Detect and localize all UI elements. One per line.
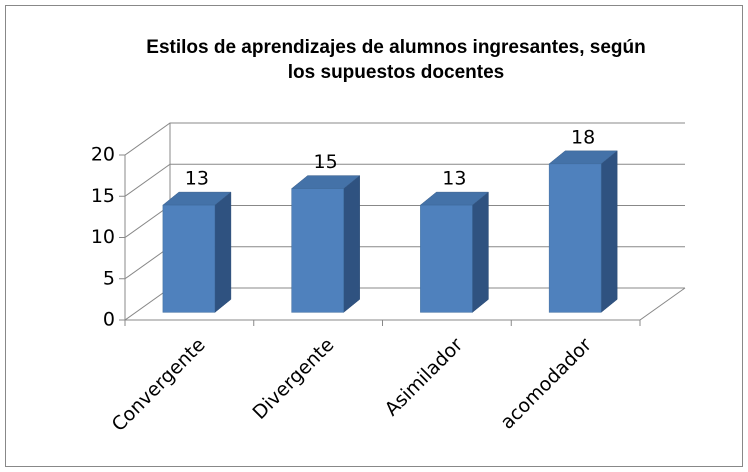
bar [290, 175, 361, 313]
value-label: 18 [571, 126, 595, 148]
y-tick-label: 20 [91, 144, 115, 166]
grid-line [124, 163, 685, 197]
value-label: 15 [314, 151, 338, 173]
bar-front [548, 163, 602, 313]
bar-side [472, 191, 489, 313]
bar [419, 191, 490, 313]
bar [548, 150, 618, 313]
bar-front [420, 204, 473, 313]
y-tick-label: 0 [103, 309, 115, 331]
y-tick-label: 15 [91, 185, 115, 207]
grid-line [124, 122, 685, 156]
bar-side [600, 150, 618, 313]
bar-front [162, 204, 216, 313]
value-label: 13 [442, 168, 466, 190]
value-label: 13 [185, 168, 209, 190]
bar-side [343, 175, 360, 313]
bar-front [291, 188, 344, 313]
chart-border [5, 5, 743, 467]
y-tick-label: 10 [91, 226, 115, 248]
bar [162, 191, 232, 313]
chart-title: Estilos de aprendizajes de alumnos ingre… [146, 37, 646, 83]
bar-side [214, 191, 232, 313]
y-tick-label: 5 [103, 267, 115, 289]
